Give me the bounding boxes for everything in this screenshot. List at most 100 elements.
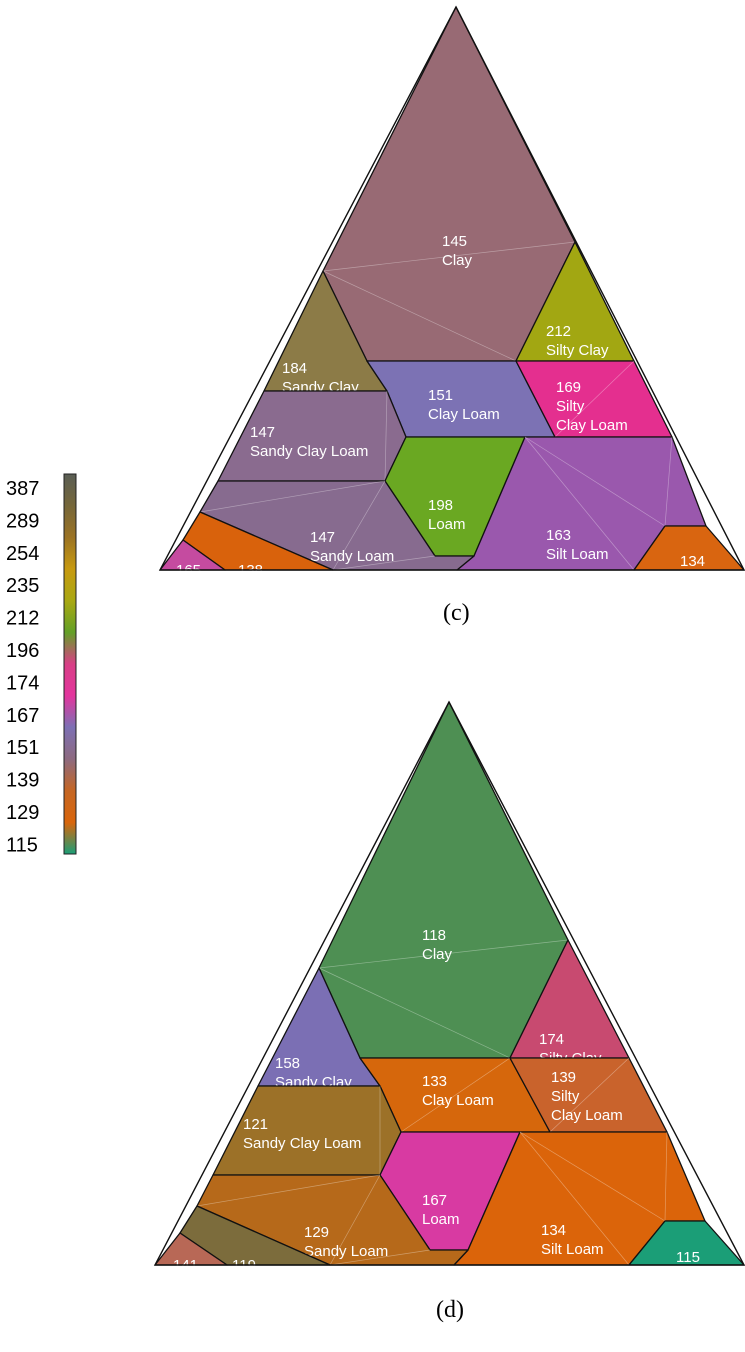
region-name: Sandy Clay Loam [250,443,368,460]
mesh-line [664,1131,668,1222]
region-name: Clay [442,252,473,269]
region-name: Clay Loam [428,406,500,423]
region-name: Sand [173,1276,208,1293]
mesh-line [322,241,576,272]
triangle-outline [158,5,745,571]
colorbar-tick-label: 139 [6,770,39,792]
region-silt: 115 Silt [628,1220,745,1285]
region-loam: 167 Loam [379,1131,521,1251]
region-sandy-clay-loam-label: 147 Sandy Clay Loam [250,424,368,460]
region-value: 118 [422,927,446,944]
region-clay-label: 145 Clay [442,233,473,269]
region-name: Loam [428,516,466,533]
region-clay-loam: 133 Clay Loam [359,1057,551,1133]
region-name: Silty [551,1088,580,1105]
region-sandy-loam: 147 Sandy Loam [199,480,475,571]
mesh-line [322,270,517,362]
colorbar-gradient [63,473,77,855]
region-value: 147 [310,529,335,546]
region-name: Clay Loam [551,1107,623,1124]
region-value: 147 [250,424,275,441]
region-sandy-clay-loam: 121 Sandy Clay Loam [212,1085,402,1176]
colorbar-tick-label: 151 [6,737,39,759]
colorbar-tick-label: 289 [6,510,39,532]
region-clay-label: 118 Clay [422,927,453,963]
region-sandy-clay-loam: 147 Sandy Clay Loam [217,390,407,482]
region-loamy-sand-label: 119 Loamy Sand [232,1257,316,1293]
region-name: Sandy Clay Loam [243,1135,361,1152]
region-value: 198 [428,497,453,514]
colorbar-tick-label: 212 [6,608,39,630]
region-clay-loam-label: 133 Clay Loam [422,1073,494,1109]
mesh-line [400,1057,511,1133]
region-sandy-clay-loam-shape [217,390,407,482]
mesh-line [549,1057,630,1133]
region-name: Silt Loam [541,1241,604,1258]
mesh-line [332,555,436,571]
panel-caption: (d) [436,1297,464,1323]
region-sandy-clay-loam-label: 121 Sandy Clay Loam [243,1116,361,1152]
mesh-line [524,436,635,571]
region-silt-loam: 163 Silt Loam [456,436,707,571]
region-loamy-sand: 119 Loamy Sand [179,1205,331,1293]
region-name: Silt [676,1268,698,1285]
panel-d-ternary-diagram: 118Clay174Silty Clay158Sandy Clay133Clay… [153,700,745,1323]
region-name: Silty Clay [546,342,609,359]
mesh-line [519,1131,666,1222]
region-value: 212 [546,323,571,340]
region-name: Loamy Sand [232,1276,316,1293]
region-loam-label: 167 Loam [422,1192,460,1228]
region-silt-loam-label: 163 Silt Loam [546,527,609,563]
region-silty-clay: 212 Silty Clay [515,241,635,362]
region-value: 174 [539,1031,564,1048]
region-silty-clay-loam: 139 Silty Clay Loam [509,1057,668,1133]
panel-caption: (c) [443,600,470,626]
region-value: 121 [243,1116,268,1133]
colorbar-tick-label: 254 [6,543,39,565]
region-value: 115 [676,1249,700,1266]
colorbar-tick-label: 167 [6,705,39,727]
region-silt-label: 115 Silt [676,1249,700,1285]
colorbar-tick-label: 387 [6,478,39,500]
region-name: Silt [680,572,702,589]
region-silt-loam-label: 134 Silt Loam [541,1222,604,1258]
region-clay-shape [322,6,576,362]
region-value: 169 [556,379,581,396]
colorbar: 387 289 254 235 212 196 174 167 151 139 129 115 [6,473,77,856]
region-name: Loamy Sand [238,581,322,598]
region-value: 184 [282,360,307,377]
region-loam: 198 Loam [384,436,526,557]
region-value: 133 [422,1073,447,1090]
mesh-line [199,480,386,513]
colorbar-tick-label: 196 [6,640,39,662]
mesh-line [524,436,666,527]
mesh-line [519,1131,630,1266]
region-sandy-loam-label: 129 Sandy Loam [304,1224,388,1260]
colorbar-tick-label: 129 [6,802,39,824]
region-sandy-loam-label: 147 Sandy Loam [310,529,394,565]
mesh-line [318,967,511,1059]
mesh-line [318,939,569,969]
colorbar-tick-label: 174 [6,672,39,694]
region-value: 167 [422,1192,447,1209]
mesh-line [332,480,386,571]
region-name: Clay Loam [422,1092,494,1109]
region-silty-clay-loam-label: 139 Silty Clay Loam [551,1069,623,1124]
region-value: 145 [442,233,467,250]
region-name: Sandy Loam [310,548,394,565]
region-clay: 145 Clay [322,6,576,362]
colorbar-tick-label: 115 [6,834,38,856]
region-value: 134 [541,1222,566,1239]
region-silty-clay-loam: 169 Silty Clay Loam [515,360,673,438]
region-name: Clay [422,946,453,963]
region-value: 134 [680,553,705,570]
region-name: Clay Loam [556,417,628,434]
mesh-line [196,1174,381,1207]
mesh-line [664,436,673,527]
colorbar-tick-label: 235 [6,575,39,597]
region-name: Silt Loam [546,546,609,563]
mesh-line [329,1174,381,1266]
region-sand: 165 Sand [159,539,226,598]
